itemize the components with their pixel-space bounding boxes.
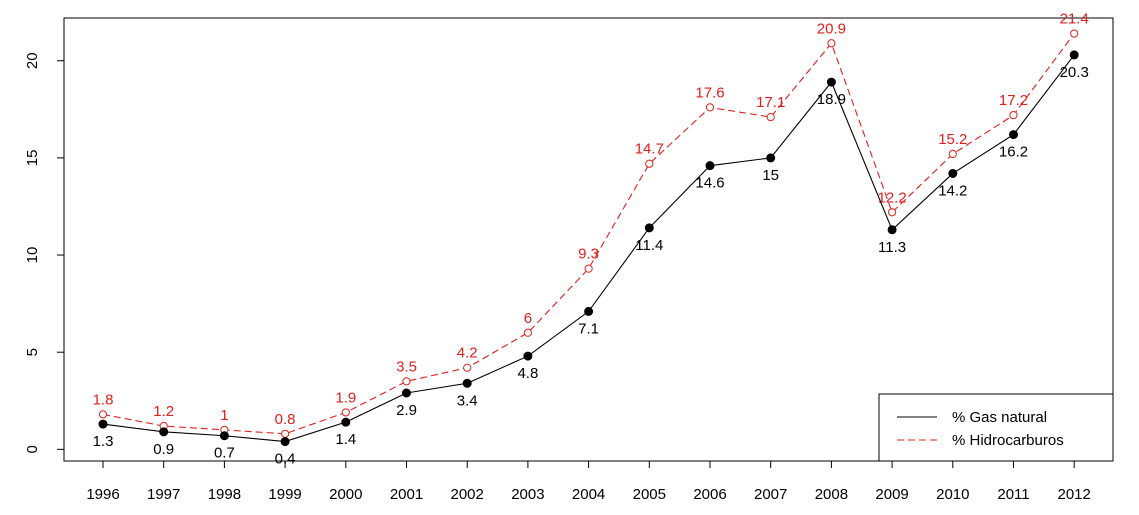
x-tick-label: 1997 — [147, 486, 180, 503]
data-label: 1.4 — [335, 431, 356, 448]
data-label: 20.9 — [817, 20, 846, 37]
y-tick-label: 0 — [24, 445, 41, 453]
data-point — [887, 225, 897, 235]
data-point — [402, 388, 411, 398]
data-label: 1.8 — [93, 391, 114, 408]
data-point — [219, 431, 229, 441]
data-label: 17.2 — [999, 92, 1028, 109]
data-label: 4.8 — [517, 365, 538, 382]
data-point — [948, 149, 957, 159]
x-tick-label: 2003 — [511, 486, 544, 503]
data-point — [98, 419, 108, 429]
data-label: 14.7 — [635, 141, 664, 158]
data-label: 6 — [524, 310, 532, 327]
data-label: 11.3 — [878, 239, 906, 256]
x-tick-label: 2005 — [633, 486, 666, 503]
data-point — [948, 168, 958, 178]
legend: % Gas natural % Hidrocarburos — [878, 393, 1114, 462]
data-point — [766, 153, 776, 163]
data-label: 11.4 — [635, 237, 663, 254]
data-point — [584, 306, 594, 316]
data-point — [523, 351, 533, 361]
legend-label: % Hidrocarburos — [952, 432, 1064, 449]
x-tick-label: 2006 — [693, 486, 726, 503]
data-point — [159, 427, 169, 437]
data-point — [1009, 130, 1018, 140]
data-label: 17.1 — [756, 94, 785, 111]
data-point — [705, 103, 715, 112]
x-tick-label: 2002 — [451, 486, 484, 503]
data-label: 17.6 — [695, 84, 724, 101]
x-tick-label: 2008 — [815, 486, 848, 503]
data-label: 15.2 — [938, 131, 967, 148]
data-point — [462, 378, 472, 388]
data-label: 0.4 — [275, 451, 296, 468]
x-tick-label: 2011 — [997, 486, 1029, 503]
data-label: 21.4 — [1060, 11, 1089, 28]
y-tick-label: 10 — [24, 247, 41, 264]
data-label: 3.4 — [457, 392, 478, 409]
data-point — [705, 161, 715, 171]
series--gas-natural: 1.3 0.9 0.7 0.4 1.4 2.9 3.4 4.8 7.1 11.4 14.6 15 18.… — [93, 50, 1089, 468]
legend-label: % Gas natural — [952, 409, 1047, 426]
data-label: 20.3 — [1060, 64, 1089, 81]
data-point — [98, 410, 108, 419]
x-tick-label: 1996 — [86, 486, 119, 503]
data-label: 0.9 — [153, 441, 174, 458]
data-label: 16.2 — [999, 144, 1028, 161]
data-label: 1.9 — [335, 389, 356, 406]
axes: 0 5 10 15 20 1996 1997 1998 1999 2000 2001 2002 2003… — [24, 17, 1114, 503]
data-label: 18.9 — [817, 91, 846, 108]
data-label: 14.6 — [695, 175, 724, 192]
data-point — [280, 437, 290, 447]
data-label: 12.2 — [877, 189, 906, 206]
data-label: 2.9 — [396, 402, 417, 419]
data-label: 1 — [220, 407, 228, 424]
data-label: 9.3 — [578, 246, 599, 263]
x-tick-label: 1999 — [268, 486, 301, 503]
x-tick-label: 1998 — [208, 486, 241, 503]
data-point — [341, 408, 350, 417]
data-label: 1.2 — [153, 403, 174, 420]
data-label: 0.8 — [275, 411, 296, 428]
data-point — [826, 77, 836, 87]
data-point — [523, 328, 533, 337]
legend-box — [878, 393, 1114, 462]
data-point — [827, 39, 836, 48]
data-point — [463, 363, 472, 372]
y-tick-label: 5 — [24, 348, 41, 356]
data-point — [1069, 50, 1079, 60]
data-point — [888, 208, 897, 217]
x-tick-label: 2012 — [1058, 486, 1091, 503]
x-tick-label: 2009 — [875, 486, 908, 503]
data-label: 14.2 — [938, 182, 967, 199]
series-line — [102, 33, 1075, 435]
y-tick-label: 20 — [24, 52, 41, 69]
data-point — [402, 377, 411, 386]
data-label: 3.5 — [396, 358, 417, 375]
data-point — [1070, 29, 1079, 38]
data-point — [281, 429, 290, 438]
data-point — [341, 417, 351, 427]
data-point — [644, 223, 654, 233]
data-label: 0.7 — [214, 445, 235, 462]
x-tick-label: 2001 — [390, 486, 423, 503]
x-tick-label: 2000 — [329, 486, 362, 503]
data-point — [766, 112, 775, 122]
data-label: 4.2 — [457, 345, 478, 362]
x-tick-label: 2004 — [572, 486, 605, 503]
x-tick-label: 2010 — [936, 486, 969, 503]
series--hidrocarburos: 1.8 1.2 1 0.8 1.9 3.5 4.2 6 9.3 14.7 17.6 17.1 20.9 1… — [93, 11, 1089, 438]
data-point — [1009, 111, 1018, 120]
data-point — [584, 264, 593, 273]
data-point — [645, 159, 654, 168]
series-group: 1.8 1.2 1 0.8 1.9 3.5 4.2 6 9.3 14.7 17.6 17.1 20.9 1… — [93, 11, 1089, 468]
data-label: 15 — [762, 167, 779, 184]
y-tick-label: 15 — [24, 150, 41, 167]
data-label: 1.3 — [93, 433, 114, 450]
x-tick-label: 2007 — [754, 486, 787, 503]
data-label: 7.1 — [578, 320, 599, 337]
